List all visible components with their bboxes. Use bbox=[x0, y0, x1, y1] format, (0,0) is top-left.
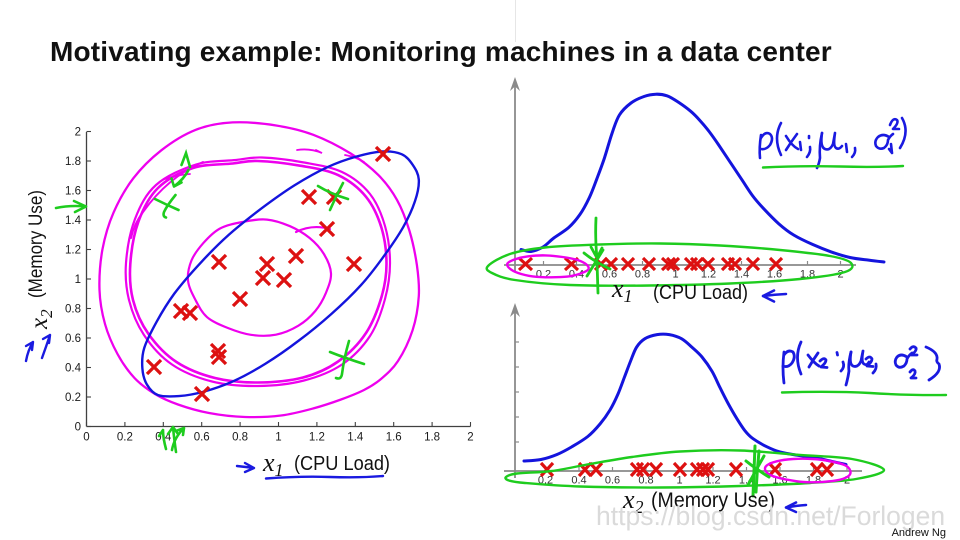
svg-text:0.8: 0.8 bbox=[638, 475, 653, 487]
svg-text:0.2: 0.2 bbox=[117, 432, 133, 444]
svg-text:0.6: 0.6 bbox=[602, 269, 617, 281]
svg-text:1.2: 1.2 bbox=[65, 245, 81, 257]
svg-text:Motivating example: Monitoring: Motivating example: Monitoring machines … bbox=[50, 36, 832, 67]
svg-text:1.6: 1.6 bbox=[65, 186, 81, 198]
svg-text:2: 2 bbox=[75, 127, 81, 139]
svg-text:2: 2 bbox=[837, 269, 843, 281]
svg-text:0: 0 bbox=[83, 432, 89, 444]
svg-text:1.6: 1.6 bbox=[386, 432, 402, 444]
svg-text:Andrew Ng: Andrew Ng bbox=[892, 527, 946, 539]
svg-text:0.8: 0.8 bbox=[635, 269, 650, 281]
svg-text:0: 0 bbox=[75, 422, 81, 434]
svg-text:0.4: 0.4 bbox=[65, 363, 82, 375]
svg-text:0.8: 0.8 bbox=[65, 304, 81, 316]
svg-text:0.2: 0.2 bbox=[536, 269, 551, 281]
svg-text:0.4: 0.4 bbox=[571, 475, 586, 487]
svg-text:(Memory Use): (Memory Use) bbox=[651, 489, 775, 512]
svg-text:1.6: 1.6 bbox=[767, 269, 782, 281]
svg-text:(CPU Load): (CPU Load) bbox=[294, 453, 390, 475]
svg-text:2: 2 bbox=[467, 432, 473, 444]
svg-text:1.8: 1.8 bbox=[65, 156, 81, 168]
svg-text:1.2: 1.2 bbox=[705, 475, 720, 487]
svg-text:(Memory Use): (Memory Use) bbox=[25, 190, 47, 298]
svg-text:0.6: 0.6 bbox=[605, 475, 620, 487]
svg-text:1: 1 bbox=[75, 274, 81, 286]
svg-text:1: 1 bbox=[672, 269, 678, 281]
svg-text:1: 1 bbox=[676, 475, 682, 487]
svg-text:(CPU Load): (CPU Load) bbox=[653, 281, 748, 304]
svg-text:https://blog.csdn.net/Forlogen: https://blog.csdn.net/Forlogen bbox=[596, 501, 945, 531]
svg-text:1.4: 1.4 bbox=[734, 269, 749, 281]
svg-text:1.8: 1.8 bbox=[424, 432, 440, 444]
svg-text:0.8: 0.8 bbox=[232, 432, 248, 444]
svg-text:0.6: 0.6 bbox=[194, 432, 210, 444]
svg-text:1.2: 1.2 bbox=[309, 432, 325, 444]
svg-text:1.4: 1.4 bbox=[65, 215, 82, 227]
svg-text:0.2: 0.2 bbox=[65, 392, 81, 404]
svg-text:1.4: 1.4 bbox=[347, 432, 364, 444]
svg-text:1.8: 1.8 bbox=[806, 475, 821, 487]
svg-text:1.2: 1.2 bbox=[701, 269, 716, 281]
svg-text:1: 1 bbox=[275, 432, 281, 444]
svg-text:0.6: 0.6 bbox=[65, 333, 81, 345]
